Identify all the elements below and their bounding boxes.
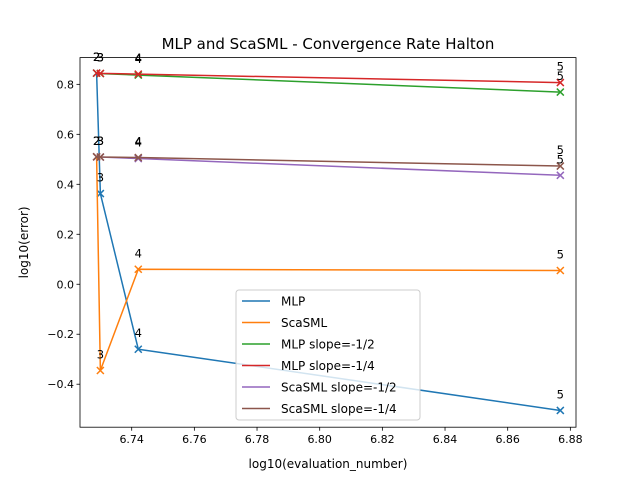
y-tick-label: 0.0	[57, 278, 75, 291]
x-axis-label: log10(evaluation_number)	[249, 457, 408, 471]
point-label-mlp-slope-1-2: 2	[93, 50, 100, 64]
data-point-mlp-slope-1-4	[134, 70, 143, 79]
point-label-mlp-slope-1-2: 5	[557, 69, 564, 83]
point-label-mlp: 4	[135, 326, 142, 340]
point-label-scasml: 4	[135, 246, 142, 260]
point-label-mlp-slope-1-4: 2	[93, 50, 100, 64]
legend-label-mlp: MLP	[281, 295, 305, 309]
point-label-scasml-slope-1-4: 5	[557, 143, 564, 157]
plot-area-frame	[79, 57, 577, 428]
x-tick-label: 6.88	[558, 433, 583, 446]
data-point-mlp	[556, 406, 565, 415]
point-label-mlp: 5	[557, 387, 564, 401]
legend-label-mlp-slope-1-2: MLP slope=-1/2	[281, 338, 375, 352]
point-label-scasml-slope-1-4: 2	[93, 134, 100, 148]
point-label-mlp-slope-1-2: 4	[135, 52, 142, 66]
point-label-mlp: 3	[97, 171, 104, 185]
data-point-scasml-slope-1-2	[556, 171, 565, 180]
y-tick-label: 0.8	[57, 78, 75, 91]
data-point-scasml	[96, 366, 105, 375]
legend-label-mlp-slope-1-4: MLP slope=-1/4	[281, 359, 375, 373]
legend-label-scasml: ScaSML	[281, 316, 328, 330]
y-axis-ticks: −0.4 −0.2 0.0 0.2 0.4 0.6 0.8	[47, 78, 80, 391]
series-line-mlp-slope-1-4	[96, 72, 561, 84]
point-label-scasml-slope-1-4: 4	[135, 135, 142, 149]
point-label-scasml-slope-1-4: 3	[97, 134, 104, 148]
point-label-scasml-slope-1-2: 5	[557, 152, 564, 166]
point-label-scasml: 3	[97, 347, 104, 361]
x-axis-ticks: 6.74 6.76 6.78 6.80 6.82 6.84 6.86 6.88	[119, 427, 583, 446]
data-point-mlp	[134, 345, 143, 354]
x-tick-label: 6.74	[119, 433, 144, 446]
y-tick-label: 0.4	[57, 178, 75, 191]
point-label-scasml: 5	[557, 248, 564, 262]
y-tick-label: 0.2	[57, 228, 75, 241]
legend-label-scasml-slope-1-2: ScaSML slope=-1/2	[281, 381, 397, 395]
y-tick-label: −0.2	[47, 328, 74, 341]
data-point-scasml	[134, 265, 143, 274]
y-tick-label: −0.4	[47, 378, 74, 391]
x-tick-label: 6.86	[495, 433, 520, 446]
y-axis-label: log10(error)	[17, 206, 31, 278]
legend-frame	[235, 289, 421, 421]
data-point-mlp-slope-1-4	[556, 78, 565, 87]
point-label-scasml-slope-1-2: 3	[97, 134, 104, 148]
data-point-scasml-slope-1-4	[96, 153, 105, 162]
point-label-scasml-slope-1-2: 2	[93, 134, 100, 148]
point-label-scasml: 2	[93, 134, 100, 148]
data-point-scasml	[556, 266, 565, 275]
legend: MLP ScaSML MLP slope=-1/2 MLP slope=-1/4 Sca…	[235, 289, 421, 421]
data-point-scasml-slope-1-4	[134, 153, 143, 162]
series-line-scasml	[95, 156, 561, 372]
point-label-mlp-slope-1-4: 4	[135, 51, 142, 65]
legend-label-scasml-slope-1-4: ScaSML slope=-1/4	[281, 402, 397, 416]
x-tick-label: 6.84	[433, 433, 458, 446]
x-tick-label: 6.78	[245, 433, 270, 446]
x-tick-label: 6.80	[307, 433, 332, 446]
x-tick-label: 6.76	[182, 433, 207, 446]
y-tick-label: 0.6	[57, 128, 75, 141]
x-tick-label: 6.82	[370, 433, 395, 446]
data-point-mlp-slope-1-2	[556, 88, 565, 97]
plot-layer	[92, 69, 565, 415]
series-line-scasml-slope-1-4	[96, 156, 561, 167]
point-label-mlp-slope-1-4: 5	[557, 60, 564, 74]
data-point-scasml-slope-1-4	[556, 162, 565, 171]
data-point-mlp-slope-1-4	[96, 69, 105, 78]
point-label-mlp: 2	[93, 50, 100, 64]
point-label-scasml-slope-1-2: 4	[135, 136, 142, 150]
chart-title: MLP and ScaSML - Convergence Rate Halton	[162, 35, 495, 53]
